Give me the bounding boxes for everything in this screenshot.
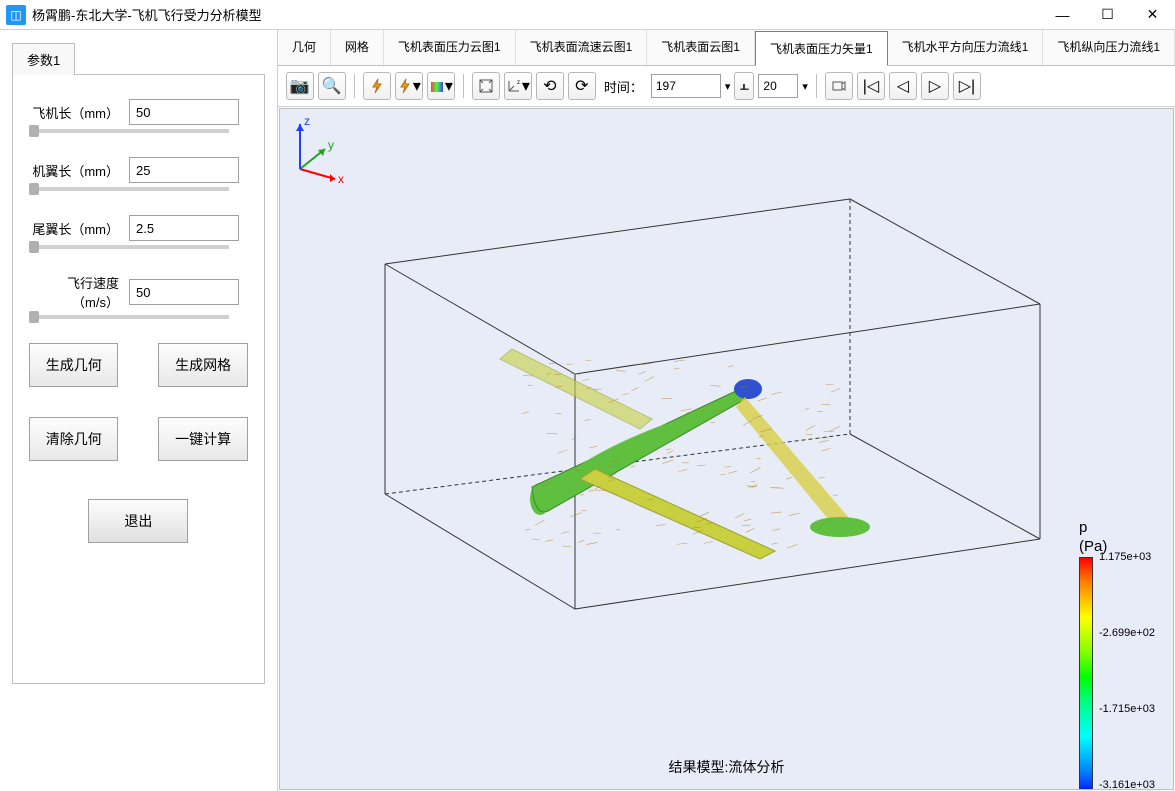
- rotate-ccw-icon[interactable]: ⟲: [536, 72, 564, 100]
- one-click-calc-button[interactable]: 一键计算: [158, 417, 247, 461]
- param-row-tail-length: 尾翼长（mm）: [29, 215, 248, 241]
- generate-geometry-button[interactable]: 生成几何: [29, 343, 118, 387]
- camera-icon[interactable]: 📷: [286, 72, 314, 100]
- colorbar: p (Pa) 1.175e+03 -2.699e+02 -1.715e+03 -…: [1079, 519, 1161, 790]
- tail-length-slider[interactable]: [29, 245, 229, 249]
- svg-text:z: z: [517, 80, 520, 86]
- clear-geometry-button[interactable]: 清除几何: [29, 417, 118, 461]
- play-reverse-icon[interactable]: ◁: [889, 72, 917, 100]
- skip-start-icon[interactable]: |◁: [857, 72, 885, 100]
- lightning-icon[interactable]: [363, 72, 391, 100]
- step-indicator-icon[interactable]: ⫠: [734, 72, 754, 100]
- window-title: 杨霄鹏-东北大学-飞机飞行受力分析模型: [32, 5, 1040, 24]
- colorbar-gradient: [1079, 557, 1093, 790]
- colorbar-val2: -1.715e+03: [1099, 703, 1155, 715]
- wing-length-slider[interactable]: [29, 187, 229, 191]
- colorbar-min: -3.161e+03: [1099, 779, 1155, 790]
- app-icon: ◫: [6, 5, 26, 25]
- rotate-cw-icon[interactable]: ⟳: [568, 72, 596, 100]
- plane-length-input[interactable]: [129, 99, 239, 125]
- svg-text:y: y: [328, 138, 334, 152]
- viewport-3d[interactable]: p (Pa) 1.175e+03 -2.699e+02 -1.715e+03 -…: [279, 108, 1174, 790]
- view-tab-0[interactable]: 几何: [278, 30, 331, 65]
- window-controls: — ☐ ✕: [1040, 0, 1175, 30]
- main-view: 几何网格飞机表面压力云图1飞机表面流速云图1飞机表面云图1飞机表面压力矢量1飞机…: [278, 30, 1175, 791]
- skip-end-icon[interactable]: ▷|: [953, 72, 981, 100]
- view-tab-1[interactable]: 网格: [331, 30, 384, 65]
- view-tabs: 几何网格飞机表面压力云图1飞机表面流速云图1飞机表面云图1飞机表面压力矢量1飞机…: [278, 30, 1175, 66]
- result-model-label: 结果模型:流体分析: [668, 757, 784, 777]
- zoom-icon[interactable]: 🔍: [318, 72, 346, 100]
- speed-slider[interactable]: [29, 315, 229, 319]
- sidebar-tab[interactable]: 参数1: [12, 43, 75, 75]
- sidebar: 参数1 飞机长（mm） 机翼长（mm） 尾翼长（mm） 飞行速度（m/s）: [0, 30, 278, 791]
- tail-length-input[interactable]: [129, 215, 239, 241]
- param-label: 机翼长（mm）: [29, 161, 119, 180]
- wing-length-input[interactable]: [129, 157, 239, 183]
- param-label: 飞机长（mm）: [29, 103, 119, 122]
- titlebar: ◫ 杨霄鹏-东北大学-飞机飞行受力分析模型 — ☐ ✕: [0, 0, 1175, 30]
- speed-input[interactable]: [129, 279, 239, 305]
- colorbar-labels: 1.175e+03 -2.699e+02 -1.715e+03 -3.161e+…: [1099, 551, 1155, 790]
- view-tab-2[interactable]: 飞机表面压力云图1: [384, 30, 516, 65]
- svg-text:x: x: [338, 172, 344, 186]
- scene-svg: [280, 109, 1155, 790]
- param-label: 飞行速度（m/s）: [29, 273, 119, 311]
- lightning-dropdown-icon[interactable]: ▾: [395, 72, 423, 100]
- viewport-toolbar: 📷 🔍 ▾ ▾ z▾ ⟲ ⟳ 时间： ▾ ⫠ ▾ |◁ ◁ ▷ ▷|: [278, 66, 1175, 107]
- maximize-button[interactable]: ☐: [1085, 0, 1130, 30]
- view-tab-4[interactable]: 飞机表面云图1: [647, 30, 755, 65]
- view-tab-3[interactable]: 飞机表面流速云图1: [516, 30, 648, 65]
- time-label: 时间：: [604, 77, 643, 96]
- minimize-button[interactable]: —: [1040, 0, 1085, 30]
- view-tab-6[interactable]: 飞机水平方向压力流线1: [888, 30, 1044, 65]
- colorbar-max: 1.175e+03: [1099, 551, 1155, 563]
- svg-text:z: z: [304, 114, 310, 128]
- colorbar-val1: -2.699e+02: [1099, 627, 1155, 639]
- record-icon[interactable]: [825, 72, 853, 100]
- colorbar-title-1: p: [1079, 519, 1161, 536]
- param-row-plane-length: 飞机长（mm）: [29, 99, 248, 125]
- plane-length-slider[interactable]: [29, 129, 229, 133]
- view-tab-5[interactable]: 飞机表面压力矢量1: [755, 31, 888, 66]
- frame-input[interactable]: [758, 74, 798, 98]
- generate-mesh-button[interactable]: 生成网格: [158, 343, 247, 387]
- parameter-panel: 飞机长（mm） 机翼长（mm） 尾翼长（mm） 飞行速度（m/s） 生成几何: [12, 74, 265, 684]
- time-input[interactable]: [651, 74, 721, 98]
- fit-view-icon[interactable]: [472, 72, 500, 100]
- play-icon[interactable]: ▷: [921, 72, 949, 100]
- close-button[interactable]: ✕: [1130, 0, 1175, 30]
- cube-icon[interactable]: ▾: [427, 72, 455, 100]
- param-row-wing-length: 机翼长（mm）: [29, 157, 248, 183]
- param-row-speed: 飞行速度（m/s）: [29, 273, 248, 311]
- view-tab-7[interactable]: 飞机纵向压力流线1: [1043, 30, 1175, 65]
- axes-triad: x y z: [280, 109, 360, 189]
- param-label: 尾翼长（mm）: [29, 219, 119, 238]
- exit-button[interactable]: 退出: [88, 499, 188, 543]
- axes-toggle-icon[interactable]: z▾: [504, 72, 532, 100]
